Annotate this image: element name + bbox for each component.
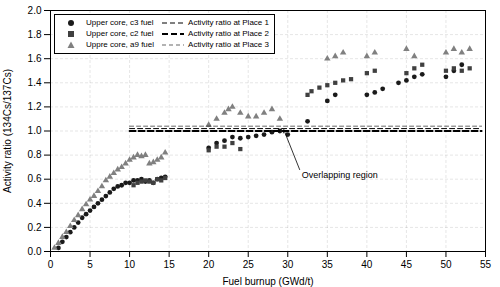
svg-text:25: 25	[243, 259, 255, 270]
svg-text:40: 40	[361, 259, 373, 270]
svg-text:1.4: 1.4	[28, 77, 42, 88]
svg-text:1.8: 1.8	[28, 29, 42, 40]
svg-text:10: 10	[124, 259, 136, 270]
html-text:Upper core, c3 fuel: Upper core, c3 fuel	[86, 18, 154, 27]
svg-text:0.2: 0.2	[28, 222, 42, 233]
svg-text:0.6: 0.6	[28, 173, 42, 184]
svg-text:30: 30	[282, 259, 294, 270]
svg-text:1.6: 1.6	[28, 53, 42, 64]
svg-text:20: 20	[203, 259, 215, 270]
html-text:Activity ratio at Place 1: Activity ratio at Place 1	[188, 18, 269, 27]
svg-text:0: 0	[48, 259, 54, 270]
svg-text:0.0: 0.0	[28, 246, 42, 257]
html-text:Uppre core, a9 fuel: Uppre core, a9 fuel	[86, 40, 154, 49]
svg-text:50: 50	[440, 259, 452, 270]
svg-text:55: 55	[480, 259, 492, 270]
svg-text:Overlapping region: Overlapping region	[302, 170, 378, 180]
svg-text:0.4: 0.4	[28, 198, 42, 209]
svg-text:Fuel burnup (GWd/t): Fuel burnup (GWd/t)	[222, 276, 313, 287]
svg-text:1.2: 1.2	[28, 101, 42, 112]
svg-text:Activity ratio (134Cs/137Cs): Activity ratio (134Cs/137Cs)	[2, 69, 13, 193]
html-text:Upper core, c2 fuel: Upper core, c2 fuel	[86, 29, 154, 38]
svg-text:1.0: 1.0	[28, 125, 42, 136]
html-text:Activity ratio at Place 3: Activity ratio at Place 3	[188, 40, 269, 49]
svg-text:5: 5	[87, 259, 93, 270]
html-text:Activity ratio at Place 2: Activity ratio at Place 2	[188, 29, 269, 38]
svg-text:35: 35	[322, 259, 334, 270]
svg-text:45: 45	[401, 259, 413, 270]
svg-text:15: 15	[164, 259, 176, 270]
svg-text:2.0: 2.0	[28, 5, 42, 16]
svg-text:0.8: 0.8	[28, 149, 42, 160]
